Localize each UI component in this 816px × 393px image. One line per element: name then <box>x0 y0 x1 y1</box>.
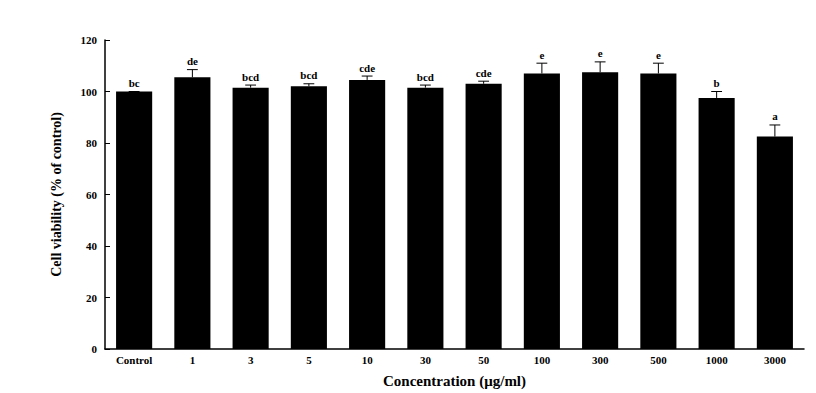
svg-text:50: 50 <box>478 354 490 366</box>
svg-text:Cell viability (% of control): Cell viability (% of control) <box>49 112 65 277</box>
svg-text:1000: 1000 <box>706 354 729 366</box>
svg-text:40: 40 <box>86 240 98 252</box>
svg-text:cde: cde <box>359 62 375 74</box>
svg-text:3000: 3000 <box>764 354 787 366</box>
svg-text:80: 80 <box>86 137 98 149</box>
svg-text:60: 60 <box>86 189 98 201</box>
svg-text:5: 5 <box>306 354 312 366</box>
svg-text:120: 120 <box>81 34 98 46</box>
svg-text:30: 30 <box>420 354 432 366</box>
svg-text:1: 1 <box>190 354 196 366</box>
svg-text:b: b <box>714 77 720 89</box>
svg-text:10: 10 <box>362 354 374 366</box>
svg-text:bcd: bcd <box>242 71 259 83</box>
svg-text:100: 100 <box>534 354 551 366</box>
svg-text:3: 3 <box>248 354 254 366</box>
svg-text:e: e <box>539 49 544 61</box>
svg-text:bc: bc <box>129 77 140 89</box>
svg-text:bcd: bcd <box>417 71 434 83</box>
svg-text:Concentration (μg/ml): Concentration (μg/ml) <box>383 373 526 390</box>
svg-text:e: e <box>598 47 603 59</box>
svg-text:0: 0 <box>92 343 98 355</box>
svg-text:Control: Control <box>116 354 152 366</box>
svg-text:500: 500 <box>650 354 667 366</box>
svg-text:bcd: bcd <box>300 69 317 81</box>
svg-text:20: 20 <box>86 292 98 304</box>
svg-text:a: a <box>772 110 778 122</box>
svg-text:300: 300 <box>592 354 609 366</box>
svg-text:e: e <box>656 49 661 61</box>
svg-text:de: de <box>187 55 198 67</box>
svg-text:100: 100 <box>81 86 98 98</box>
svg-text:cde: cde <box>476 67 492 79</box>
